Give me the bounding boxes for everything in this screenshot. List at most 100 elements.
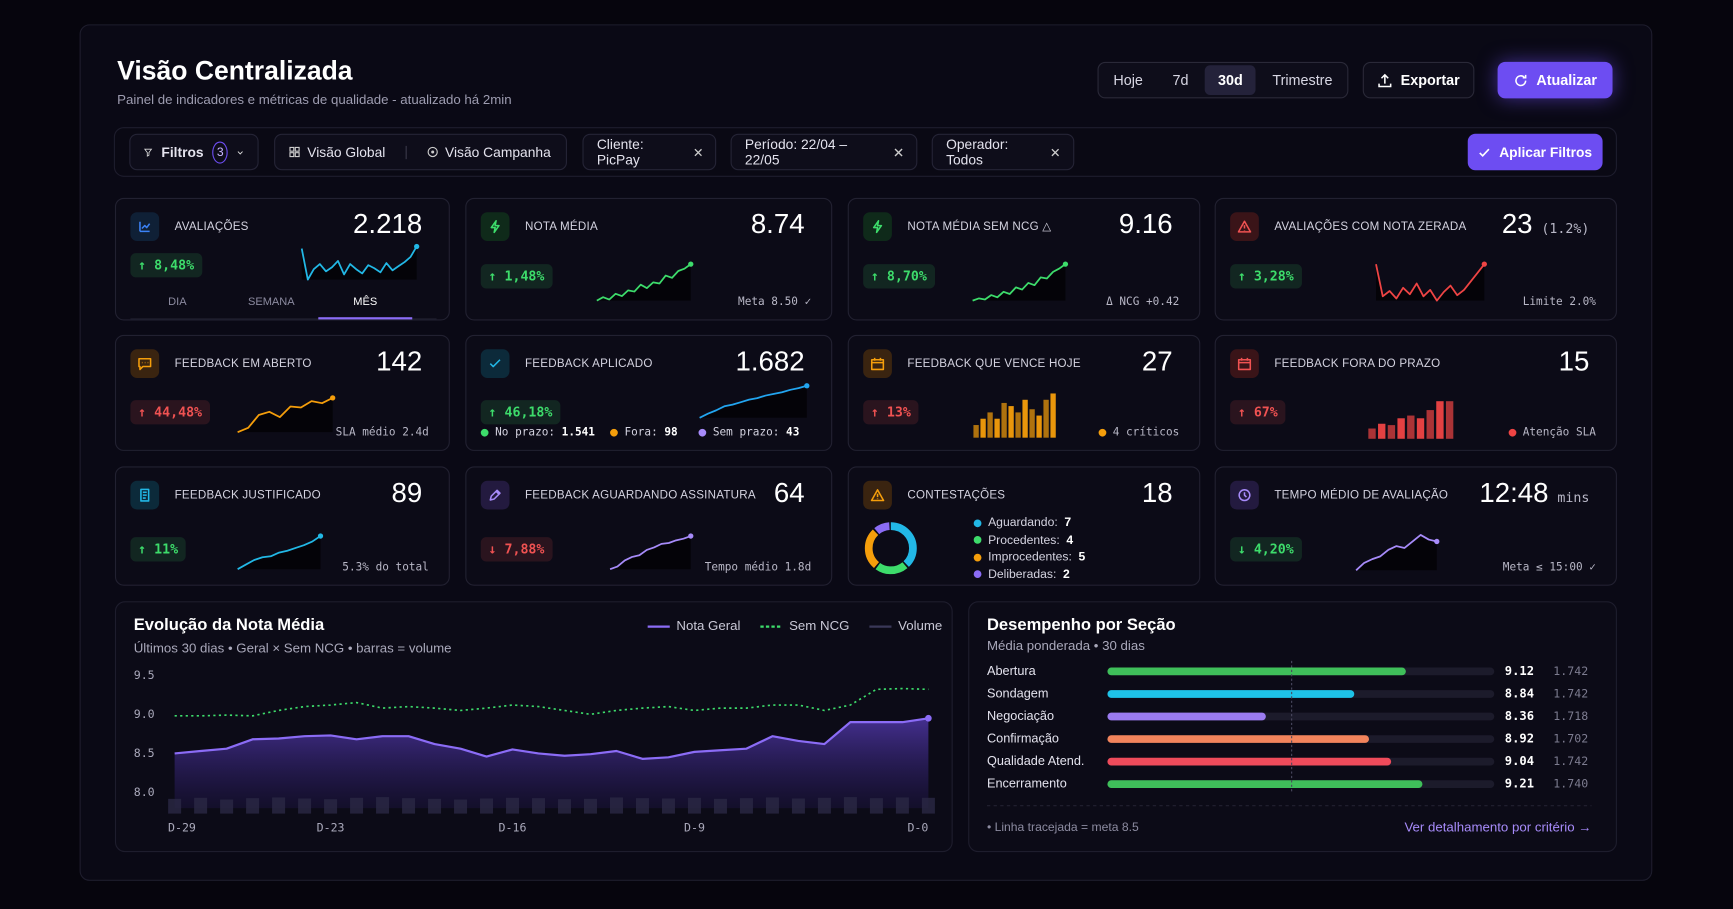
filters-count: 3: [212, 140, 229, 164]
legend-item: Procedentes: 4: [973, 533, 1074, 547]
check-icon: [1479, 148, 1491, 157]
chip-label: Operador: Todos: [946, 136, 1009, 168]
legend-item: Aguardando: 7: [973, 516, 1071, 529]
kpi-value-box: 12:48 mins: [1479, 477, 1589, 509]
close-icon[interactable]: [894, 147, 903, 157]
legend-item: Deliberadas: 2: [973, 567, 1070, 581]
export-button[interactable]: Exportar: [1362, 61, 1475, 99]
kpi-note: Meta 8.50 ✓: [738, 296, 812, 309]
kpi-value-box: 89: [391, 477, 422, 509]
filter-chip[interactable]: Cliente: PicPay: [582, 133, 717, 171]
kpi-note-row: Meta ≤ 15:00 ✓: [1503, 561, 1596, 573]
kpi-title: FEEDBACK APLICADO: [524, 356, 653, 371]
period-tab[interactable]: DIA: [168, 296, 187, 309]
kpi-note-row: 5.3% do total: [342, 561, 429, 573]
kpi-note: Tempo médio 1.8d: [704, 561, 812, 574]
kpi-delta: ↑ 13%: [863, 400, 919, 425]
legend-value: 4: [1066, 533, 1074, 547]
kpi-value-box: 23 (1.2%): [1502, 209, 1590, 241]
icon-glyph: [139, 221, 151, 233]
icon-glyph: [1237, 357, 1252, 371]
apply-label: Aplicar Filtros: [1499, 144, 1593, 160]
kpi-value-box: 8.74: [751, 209, 805, 241]
period-option[interactable]: 30d: [1204, 65, 1257, 96]
kpi-icon: [863, 480, 892, 510]
period-option[interactable]: 7d: [1172, 71, 1189, 89]
kpi-value: 2.218: [353, 208, 423, 240]
page-subtitle: Painel de indicadores e métricas de qual…: [117, 91, 512, 108]
kpi-title: FEEDBACK EM ABERTO: [174, 356, 312, 371]
kpi-title: FEEDBACK JUSTIFICADO: [174, 488, 321, 502]
legend-label: Sem prazo:: [712, 426, 780, 439]
apply-filters-button[interactable]: Aplicar Filtros: [1467, 133, 1603, 171]
kpi-delta: ↓ 7,88%: [480, 537, 553, 562]
kpi-title: FEEDBACK QUE VENCE HOJE: [907, 356, 1081, 371]
kpi-title: FEEDBACK FORA DO PRAZO: [1274, 356, 1441, 371]
kpi-delta: ↓ 4,20%: [1230, 537, 1302, 562]
kpi-value-box: 142: [376, 346, 422, 378]
close-icon[interactable]: [1051, 148, 1060, 157]
period-option[interactable]: Trimestre: [1272, 71, 1333, 89]
kpi-card: FEEDBACK AGUARDANDO ASSINATURA 64 ↓ 7,88% T…: [465, 466, 833, 586]
kpi-card: AVALIAÇÕES 2.218 ↑ 8,48% DIA SEMANA MÊS: [114, 197, 450, 321]
kpi-icon: [1230, 349, 1259, 378]
kpi-icon: [863, 349, 892, 378]
kpi-value: 142: [376, 345, 423, 377]
kpi-icon: [863, 212, 892, 241]
campaign-icon: [427, 146, 438, 158]
kpi-delta: ↑ 3,28%: [1230, 264, 1302, 289]
tab-underline: [318, 317, 413, 320]
kpi-icon: [1230, 212, 1259, 241]
view-option[interactable]: Visão Campanha: [445, 144, 551, 160]
period-option[interactable]: Hoje: [1113, 71, 1143, 89]
upload-icon: [1378, 73, 1392, 87]
trend-panel: [114, 601, 953, 853]
legend-label: Deliberadas:: [988, 567, 1057, 581]
refresh-button[interactable]: Atualizar: [1497, 61, 1613, 99]
kpi-delta: ↑ 67%: [1230, 400, 1286, 425]
filters-button[interactable]: Filtros 3: [129, 133, 259, 171]
kpi-title: AVALIAÇÕES: [174, 219, 249, 234]
view-toggle: Visão Global Visão Campanha: [274, 133, 567, 171]
icon-glyph: [138, 358, 152, 371]
kpi-value: 18: [1141, 477, 1173, 509]
kpi-value: 9.16: [1118, 208, 1173, 240]
kpi-delta: ↑ 46,18%: [480, 400, 561, 425]
kpi-value-box: 9.16: [1119, 209, 1173, 241]
funnel-icon: [143, 148, 153, 157]
view-option[interactable]: Visão Global: [307, 144, 386, 160]
period-selector: Hoje 7d 30d Trimestre: [1097, 61, 1349, 99]
kpi-value: 27: [1141, 345, 1173, 377]
kpi-card: NOTA MÉDIA 8.74 ↑ 1,48% Meta 8.50 ✓: [465, 197, 833, 321]
filter-chip[interactable]: Operador: Todos: [931, 133, 1075, 171]
kpi-icon: [480, 212, 510, 241]
note-dot: [1508, 428, 1517, 437]
kpi-title: FEEDBACK AGUARDANDO ASSINATURA: [524, 488, 756, 502]
kpi-delta: ↑ 1,48%: [480, 264, 553, 289]
close-icon[interactable]: [693, 148, 702, 157]
kpi-value: 12:48: [1479, 477, 1549, 509]
kpi-note-row: Δ NCG +0.42: [1106, 296, 1179, 308]
icon-glyph: [140, 488, 150, 502]
kpi-value: 23: [1501, 208, 1533, 240]
period-tab[interactable]: MÊS: [353, 296, 378, 309]
kpi-note-row: Limite 2.0%: [1523, 296, 1596, 308]
chip-label: Período: 22/04 – 22/05: [744, 136, 848, 168]
kpi-icon: [480, 480, 510, 510]
kpi-value: 8.74: [750, 208, 805, 240]
separator: [405, 145, 407, 159]
kpi-icon: [130, 480, 160, 510]
filters-label: Filtros: [161, 144, 204, 160]
kpi-value: 89: [391, 477, 423, 509]
legend-dot: [610, 428, 618, 437]
filter-chip[interactable]: Período: 22/04 – 22/05: [730, 133, 918, 171]
period-tab[interactable]: SEMANA: [247, 296, 295, 309]
kpi-note-row: Tempo médio 1.8d: [705, 561, 811, 573]
icon-glyph: [872, 219, 883, 234]
kpi-card: NOTA MÉDIA SEM NCG △ 9.16 ↑ 8,70% Δ NCG +0.…: [847, 197, 1201, 321]
kpi-card: FEEDBACK FORA DO PRAZO 15 ↑ 67% Atenção SLA: [1214, 334, 1617, 451]
icon-glyph: [1237, 220, 1252, 233]
legend-label: Fora:: [624, 426, 658, 439]
